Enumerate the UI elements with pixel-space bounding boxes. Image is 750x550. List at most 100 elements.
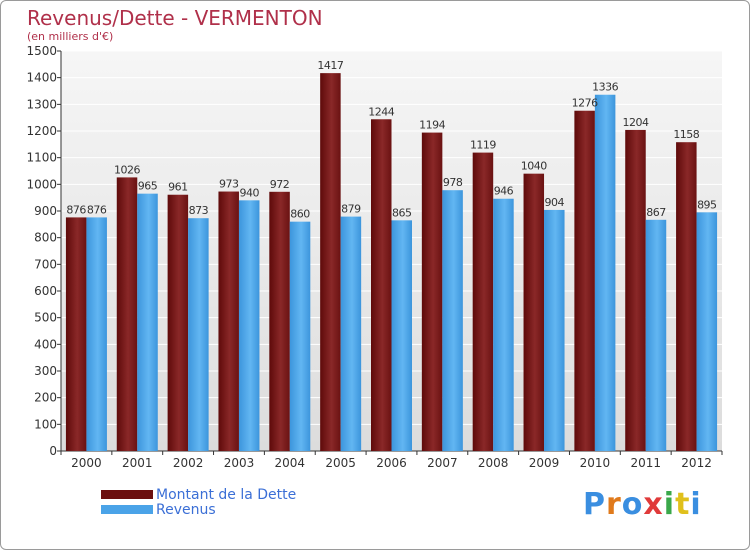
data-label-revenue: 873 <box>189 204 209 217</box>
bar-debt <box>218 191 239 452</box>
bar-debt <box>269 191 290 452</box>
bar-revenue <box>493 198 514 451</box>
x-tick-label: 2007 <box>427 456 458 470</box>
data-label-debt: 876 <box>66 203 86 216</box>
x-tick-label: 2012 <box>681 456 712 470</box>
y-tick-label: 0 <box>49 444 57 458</box>
x-tick-label: 2008 <box>478 456 509 470</box>
y-tick-label: 700 <box>34 257 57 271</box>
data-label-debt: 1204 <box>622 116 648 129</box>
logo-letter: t <box>675 487 691 522</box>
x-tick-label: 2003 <box>224 456 255 470</box>
bar-revenue <box>645 219 667 451</box>
bar-revenue <box>442 190 463 451</box>
data-label-revenue: 940 <box>239 186 259 199</box>
proxiti-logo: Proxiti <box>583 487 702 522</box>
data-label-revenue: 860 <box>290 208 310 221</box>
data-label-debt: 1119 <box>470 139 496 152</box>
bar-revenue <box>188 218 209 451</box>
data-label-debt: 961 <box>168 181 188 194</box>
y-tick-label: 900 <box>34 204 57 218</box>
x-tick-label: 2002 <box>173 456 204 470</box>
data-label-revenue: 978 <box>443 176 463 189</box>
data-label-revenue: 876 <box>87 203 107 216</box>
bar-debt <box>625 129 646 451</box>
data-label-revenue: 965 <box>138 180 158 193</box>
bar-revenue <box>137 193 158 451</box>
bar-debt <box>676 142 697 451</box>
x-tick-label: 2001 <box>122 456 153 470</box>
x-tick-label: 2010 <box>580 456 611 470</box>
data-label-revenue: 946 <box>494 185 514 198</box>
chart-title: Revenus/Dette - VERMENTON <box>27 6 323 30</box>
x-tick-label: 2000 <box>71 456 102 470</box>
y-tick-label: 200 <box>34 391 57 405</box>
data-label-debt: 972 <box>270 178 290 191</box>
legend-label-debt: Montant de la Dette <box>156 486 297 503</box>
y-tick-label: 1300 <box>26 97 57 111</box>
y-tick-label: 500 <box>34 311 57 325</box>
logo-letter: o <box>621 487 644 522</box>
bar-revenue <box>391 220 412 451</box>
bar-debt <box>167 194 189 451</box>
legend-swatch-debt <box>101 490 153 499</box>
y-tick-label: 100 <box>34 417 57 431</box>
data-label-revenue: 1336 <box>592 81 618 94</box>
data-label-debt: 973 <box>219 178 239 191</box>
data-label-revenue: 865 <box>392 206 412 219</box>
legend-swatch-revenue <box>101 505 153 514</box>
chart-subtitle: (en milliers d'€) <box>27 30 114 43</box>
y-tick-label: 1100 <box>26 151 57 165</box>
data-label-debt: 1417 <box>317 59 343 72</box>
data-label-debt: 1194 <box>419 119 445 132</box>
legend: Montant de la Dette Revenus <box>101 486 297 518</box>
y-tick-label: 1000 <box>26 177 57 191</box>
bar-debt <box>371 119 392 452</box>
legend-label-revenue: Revenus <box>156 501 216 518</box>
bar-debt <box>523 173 545 451</box>
bar-debt <box>421 132 443 451</box>
data-label-revenue: 904 <box>545 196 565 209</box>
data-label-debt: 1276 <box>572 97 598 110</box>
bar-debt <box>574 110 595 451</box>
data-label-debt: 1244 <box>368 105 394 118</box>
x-tick-label: 2004 <box>275 456 306 470</box>
y-tick-label: 400 <box>34 337 57 351</box>
bar-revenue <box>594 94 616 451</box>
logo-letter: P <box>583 487 606 522</box>
data-label-debt: 1158 <box>673 128 699 141</box>
bar-debt <box>472 152 494 451</box>
bar-debt <box>320 73 341 451</box>
logo-letter: i <box>690 487 702 522</box>
legend-item-debt: Montant de la Dette <box>101 486 297 503</box>
data-label-debt: 1040 <box>521 160 547 173</box>
data-label-revenue: 879 <box>341 203 361 216</box>
logo-letter: x <box>643 487 664 522</box>
bar-revenue <box>289 221 311 451</box>
x-tick-label: 2009 <box>529 456 560 470</box>
data-label-revenue: 895 <box>697 198 717 211</box>
bar-revenue <box>238 200 260 451</box>
bar-revenue <box>340 216 362 451</box>
y-tick-label: 1400 <box>26 71 57 85</box>
y-tick-label: 800 <box>34 231 57 245</box>
x-tick-label: 2011 <box>630 456 661 470</box>
logo-letter: i <box>663 487 676 522</box>
bar-debt <box>116 177 138 451</box>
x-tick-label: 2006 <box>376 456 407 470</box>
legend-item-revenue: Revenus <box>101 501 296 518</box>
bar-revenue <box>544 209 565 451</box>
bar-revenue <box>86 217 107 451</box>
data-label-revenue: 867 <box>646 206 666 219</box>
y-tick-label: 1200 <box>26 124 57 138</box>
x-tick-label: 2005 <box>325 456 356 470</box>
bar-revenue <box>696 212 718 451</box>
data-label-debt: 1026 <box>114 163 140 176</box>
y-tick-label: 300 <box>34 364 57 378</box>
bar-debt <box>65 217 87 451</box>
y-tick-label: 600 <box>34 284 57 298</box>
logo-letter: r <box>606 487 622 522</box>
y-tick-label: 1500 <box>26 44 57 58</box>
